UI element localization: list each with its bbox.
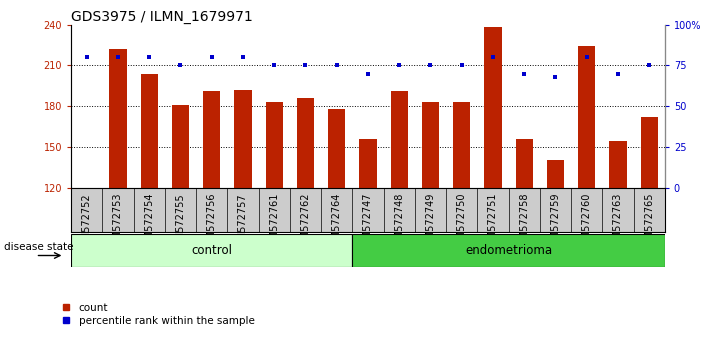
Text: disease state: disease state [4, 242, 73, 252]
Bar [547, 160, 564, 188]
Bar [453, 102, 470, 188]
Bar [141, 74, 158, 188]
Legend: count, percentile rank within the sample: count, percentile rank within the sample [62, 303, 255, 326]
Bar [235, 90, 252, 188]
Bar [203, 91, 220, 188]
Bar [484, 28, 501, 188]
Text: GSM572765: GSM572765 [644, 193, 654, 252]
Text: GSM572747: GSM572747 [363, 193, 373, 252]
Text: control: control [191, 244, 232, 257]
Text: GSM572756: GSM572756 [207, 193, 217, 252]
Bar [172, 105, 189, 188]
Text: GDS3975 / ILMN_1679971: GDS3975 / ILMN_1679971 [71, 10, 253, 24]
Bar [297, 98, 314, 188]
Bar [328, 109, 346, 188]
Text: GSM572757: GSM572757 [238, 193, 248, 252]
Text: GSM572753: GSM572753 [113, 193, 123, 252]
Text: GSM572749: GSM572749 [425, 193, 435, 252]
Text: GSM572761: GSM572761 [269, 193, 279, 252]
Text: GSM572750: GSM572750 [456, 193, 466, 252]
Text: GSM572755: GSM572755 [176, 193, 186, 252]
Text: GSM572752: GSM572752 [82, 193, 92, 252]
Text: GSM572762: GSM572762 [301, 193, 311, 252]
Bar [641, 117, 658, 188]
Bar [266, 102, 283, 188]
Text: GSM572748: GSM572748 [394, 193, 404, 252]
Bar [390, 91, 408, 188]
Bar [353, 234, 665, 267]
Bar [515, 139, 533, 188]
Bar [609, 142, 626, 188]
Text: GSM572763: GSM572763 [613, 193, 623, 252]
Text: GSM572754: GSM572754 [144, 193, 154, 252]
Text: GSM572764: GSM572764 [332, 193, 342, 252]
Text: GSM572751: GSM572751 [488, 193, 498, 252]
Text: GSM572758: GSM572758 [519, 193, 529, 252]
Bar [578, 46, 595, 188]
Bar [109, 49, 127, 188]
Bar [359, 139, 377, 188]
Bar [422, 102, 439, 188]
Text: GSM572759: GSM572759 [550, 193, 560, 252]
Text: GSM572760: GSM572760 [582, 193, 592, 252]
Text: endometrioma: endometrioma [465, 244, 552, 257]
Bar [71, 234, 353, 267]
